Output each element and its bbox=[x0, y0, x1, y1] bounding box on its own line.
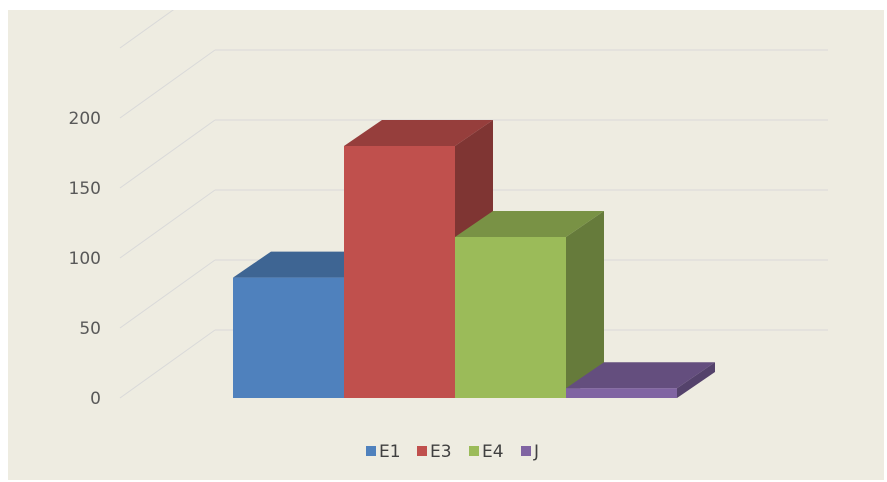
y-tick-label: 50 bbox=[79, 319, 101, 339]
legend-swatch bbox=[366, 446, 376, 456]
gridline-side bbox=[119, 119, 216, 189]
legend-label: E1 bbox=[379, 442, 401, 462]
bar-top bbox=[566, 362, 715, 389]
legend-item-e3: E3 bbox=[417, 442, 452, 462]
y-axis-ticks: 0 50 100 150 200 bbox=[69, 109, 101, 409]
gridline-side bbox=[119, 189, 216, 259]
bar-front bbox=[233, 277, 344, 398]
gridline-side bbox=[119, 329, 216, 399]
legend-label: E4 bbox=[482, 442, 504, 462]
bar-e4 bbox=[455, 211, 604, 398]
bar-front bbox=[566, 388, 677, 398]
legend-swatch bbox=[469, 446, 479, 456]
legend-item-e4: E4 bbox=[469, 442, 504, 462]
bar-top bbox=[455, 211, 604, 237]
legend-swatch bbox=[417, 446, 427, 456]
gridline-side bbox=[119, 10, 174, 49]
y-tick-label: 100 bbox=[69, 249, 101, 269]
legend-item-e1: E1 bbox=[366, 442, 401, 462]
bar-side bbox=[566, 211, 604, 398]
gridline-side bbox=[119, 259, 216, 329]
legend-item-j: J bbox=[521, 442, 539, 462]
chart-frame: 0 50 100 150 200 E1 E3 E4 J bbox=[8, 10, 884, 480]
legend-label: J bbox=[533, 442, 539, 462]
y-tick-label: 0 bbox=[90, 389, 101, 409]
bar-front bbox=[455, 237, 566, 398]
bar-chart: 0 50 100 150 200 E1 E3 E4 J bbox=[69, 10, 828, 462]
bar-top bbox=[344, 120, 493, 146]
bars bbox=[233, 120, 715, 398]
y-tick-label: 150 bbox=[69, 179, 101, 199]
bar-j bbox=[566, 362, 715, 398]
bar-front bbox=[344, 146, 455, 398]
legend: E1 E3 E4 J bbox=[366, 442, 539, 462]
legend-swatch bbox=[521, 446, 531, 456]
legend-label: E3 bbox=[430, 442, 452, 462]
y-tick-label: 200 bbox=[69, 109, 101, 129]
bar-side bbox=[677, 362, 715, 398]
gridline-side bbox=[119, 49, 216, 119]
